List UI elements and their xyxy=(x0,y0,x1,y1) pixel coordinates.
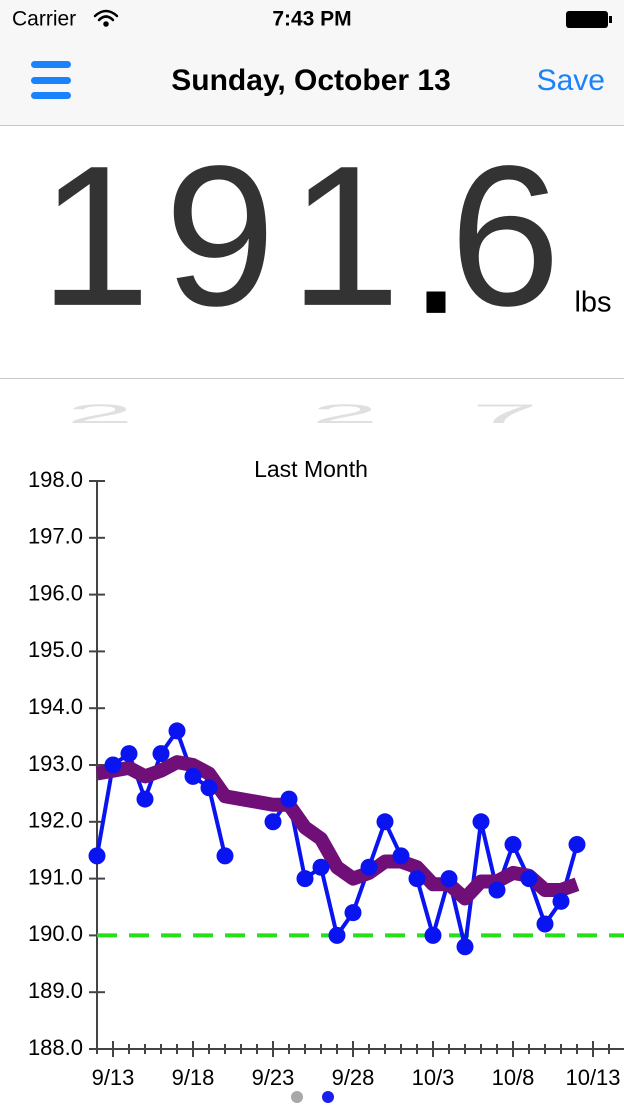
data-point xyxy=(536,915,554,933)
data-point xyxy=(360,858,378,876)
data-point xyxy=(440,870,458,888)
data-point xyxy=(456,938,474,956)
series-line xyxy=(95,755,580,906)
digit: 1 xyxy=(39,125,150,348)
digit: 6 xyxy=(449,125,560,348)
data-point xyxy=(152,745,170,763)
unit: lbs xyxy=(574,287,611,319)
y-tick-label: 189.0 xyxy=(28,978,83,1003)
data-point xyxy=(136,790,154,808)
page-dot-active[interactable] xyxy=(322,1091,334,1103)
data-point xyxy=(184,767,202,785)
ghost-digit: 2 xyxy=(67,399,134,428)
x-tick-label: 9/18 xyxy=(172,1065,215,1090)
y-tick-label: 198.0 xyxy=(28,467,83,492)
data-point xyxy=(296,870,314,888)
data-point xyxy=(312,858,330,876)
y-tick-label: 196.0 xyxy=(28,580,83,605)
data-point xyxy=(488,881,506,899)
data-point xyxy=(376,813,394,831)
ghost-digit: 7 xyxy=(472,399,539,428)
picker-next: 2 2 7 xyxy=(67,399,539,428)
digit: 9 xyxy=(164,125,275,348)
x-tick-label: 9/28 xyxy=(332,1065,375,1090)
data-point xyxy=(120,745,138,763)
x-tick-label: 10/8 xyxy=(492,1065,535,1090)
data-point xyxy=(328,926,346,944)
data-point xyxy=(104,756,122,774)
data-point xyxy=(392,847,410,865)
data-point xyxy=(264,813,282,831)
y-tick-label: 197.0 xyxy=(28,524,83,549)
page-dot[interactable] xyxy=(291,1091,303,1103)
data-point xyxy=(216,847,234,865)
data-point xyxy=(520,870,538,888)
y-tick-label: 192.0 xyxy=(28,808,83,833)
digit: 1 xyxy=(289,125,400,348)
y-tick-label: 188.0 xyxy=(28,1035,83,1060)
x-tick-label: 10/3 xyxy=(412,1065,455,1090)
nav-title: Sunday, October 13 xyxy=(171,64,451,97)
save-button[interactable]: Save xyxy=(537,64,605,97)
data-point xyxy=(408,870,426,888)
data-point xyxy=(552,892,570,910)
y-tick-label: 193.0 xyxy=(28,751,83,776)
y-tick-label: 190.0 xyxy=(28,921,83,946)
carrier: Carrier xyxy=(12,8,76,31)
battery-icon xyxy=(566,11,612,28)
data-point xyxy=(504,836,522,854)
data-point xyxy=(88,847,106,865)
weight-picker[interactable]: 1 9 1.6 xyxy=(39,125,560,356)
data-point xyxy=(344,904,362,922)
chart-title: Last Month xyxy=(254,456,368,482)
x-tick-label: 9/23 xyxy=(252,1065,295,1090)
top-bar xyxy=(0,0,624,125)
data-point xyxy=(200,779,218,797)
data-point xyxy=(280,790,298,808)
menu-button[interactable] xyxy=(31,61,71,99)
ghost-digit: 2 xyxy=(312,399,379,428)
data-point xyxy=(472,813,490,831)
x-tick-label: 10/13 xyxy=(565,1065,620,1090)
clock: 7:43 PM xyxy=(272,8,351,31)
y-tick-label: 194.0 xyxy=(28,694,83,719)
decimal-point: . xyxy=(408,133,464,356)
y-tick-label: 191.0 xyxy=(28,864,83,889)
chart: Last Month 188.0 189.0 190.0 191.0 192.0 193.0… xyxy=(28,456,624,1090)
wifi-icon xyxy=(93,9,119,27)
y-tick-label: 195.0 xyxy=(28,637,83,662)
x-tick-label: 9/13 xyxy=(92,1065,135,1090)
data-point xyxy=(568,836,586,854)
data-point xyxy=(168,722,186,740)
data-point xyxy=(424,926,442,944)
